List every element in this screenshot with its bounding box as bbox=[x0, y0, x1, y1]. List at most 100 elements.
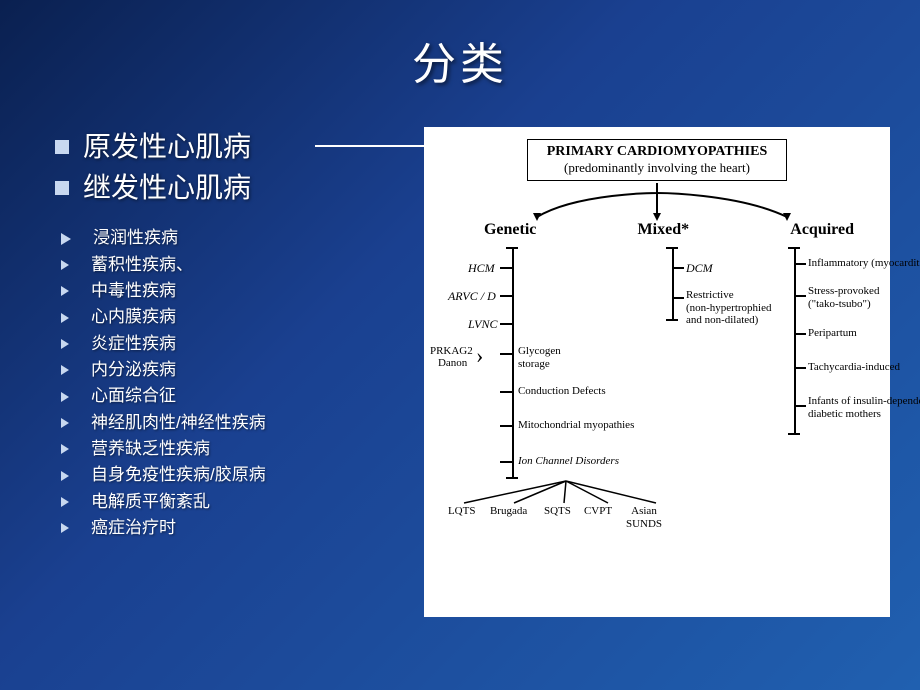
tick bbox=[500, 391, 512, 393]
slide-title: 分类 bbox=[0, 0, 920, 92]
tick bbox=[794, 405, 806, 407]
ion-item: LQTS bbox=[448, 505, 476, 518]
col-header-genetic: Genetic bbox=[484, 221, 536, 239]
tick bbox=[506, 247, 518, 249]
genetic-item: ARVC / D bbox=[448, 289, 496, 304]
diagram-header-sub: (predominantly involving the heart) bbox=[534, 160, 780, 176]
tick bbox=[788, 433, 800, 435]
mixed-bar bbox=[672, 247, 674, 321]
acquired-item: Infants of insulin-dependent diabetic mo… bbox=[808, 395, 920, 420]
tick bbox=[788, 247, 800, 249]
sub-item-label: 内分泌疾病 bbox=[91, 357, 176, 383]
sub-item-label: 心面综合征 bbox=[91, 383, 176, 409]
tick bbox=[666, 319, 678, 321]
acquired-item: Inflammatory (myocarditis) bbox=[808, 257, 920, 270]
arrow-bullet-icon bbox=[61, 444, 69, 454]
ion-title: Ion Channel Disorders bbox=[518, 455, 619, 468]
sub-item: 蓄积性疾病、 bbox=[55, 252, 424, 278]
sub-item: 自身免疫性疾病/胶原病 bbox=[55, 462, 424, 488]
arrow-bullet-icon bbox=[61, 260, 69, 270]
main-item-label: 继发性心肌病 bbox=[83, 168, 251, 207]
left-column: 原发性心肌病 继发性心肌病 浸润性疾病 蓄积性疾病、 中毒性疾病 心内膜疾病 炎… bbox=[55, 127, 424, 617]
arrow-bullet-icon bbox=[61, 313, 69, 323]
arrow-bullet-icon bbox=[61, 497, 69, 507]
column-headers: Genetic Mixed* Acquired bbox=[424, 221, 890, 239]
main-branch-connector bbox=[477, 181, 837, 223]
sub-item-label: 癌症治疗时 bbox=[91, 515, 176, 541]
square-bullet-icon bbox=[55, 140, 69, 154]
genetic-extra: Conduction Defects bbox=[518, 385, 606, 398]
tick bbox=[500, 353, 512, 355]
arrow-bullet-icon bbox=[61, 471, 69, 481]
tick bbox=[672, 297, 684, 299]
diagram-header: PRIMARY CARDIOMYOPATHIES (predominantly … bbox=[527, 139, 787, 181]
sub-item: 神经肌肉性/神经性疾病 bbox=[55, 410, 424, 436]
arrow-bullet-icon bbox=[61, 523, 69, 533]
sub-item-label: 心内膜疾病 bbox=[91, 304, 176, 330]
ion-item: CVPT bbox=[584, 505, 612, 518]
sub-item-label: 蓄积性疾病、 bbox=[91, 252, 193, 278]
sub-item: 电解质平衡紊乱 bbox=[55, 489, 424, 515]
sub-item-label: 自身免疫性疾病/胶原病 bbox=[91, 462, 266, 488]
sub-item: 炎症性疾病 bbox=[55, 331, 424, 357]
acquired-item: Peripartum bbox=[808, 327, 857, 340]
genetic-bar bbox=[512, 247, 514, 479]
sub-item: 心内膜疾病 bbox=[55, 304, 424, 330]
sub-item: 内分泌疾病 bbox=[55, 357, 424, 383]
col-header-acquired: Acquired bbox=[790, 221, 854, 239]
genetic-item: HCM bbox=[468, 261, 495, 276]
ion-item: Asian SUNDS bbox=[626, 505, 662, 530]
main-item-secondary: 继发性心肌病 bbox=[55, 168, 424, 207]
sub-item-label: 炎症性疾病 bbox=[91, 331, 176, 357]
content-area: 原发性心肌病 继发性心肌病 浸润性疾病 蓄积性疾病、 中毒性疾病 心内膜疾病 炎… bbox=[0, 92, 920, 617]
tick bbox=[794, 367, 806, 369]
tick bbox=[500, 295, 512, 297]
main-item-label: 原发性心肌病 bbox=[83, 127, 251, 166]
sub-list: 浸润性疾病 蓄积性疾病、 中毒性疾病 心内膜疾病 炎症性疾病 内分泌疾病 心面综… bbox=[55, 225, 424, 541]
sub-item: 中毒性疾病 bbox=[55, 278, 424, 304]
sub-item-label: 电解质平衡紊乱 bbox=[91, 489, 210, 515]
sub-item: 营养缺乏性疾病 bbox=[55, 436, 424, 462]
brace-icon: › bbox=[476, 343, 483, 369]
tick bbox=[672, 267, 684, 269]
glycogen-left-1: PRKAG2 bbox=[430, 345, 473, 358]
tick bbox=[794, 333, 806, 335]
genetic-item: LVNC bbox=[468, 317, 498, 332]
tick bbox=[794, 295, 806, 297]
glycogen-left-2: Danon bbox=[438, 357, 467, 370]
arrow-bullet-icon bbox=[61, 418, 69, 428]
tick bbox=[794, 263, 806, 265]
sub-item-label: 营养缺乏性疾病 bbox=[91, 436, 210, 462]
col-header-mixed: Mixed* bbox=[638, 221, 690, 239]
mixed-item: Restrictive (non-hypertrophied and non-d… bbox=[686, 289, 772, 327]
sub-item: 浸润性疾病 bbox=[55, 225, 424, 251]
mixed-item: DCM bbox=[686, 261, 713, 276]
acquired-item: Stress-provoked ("tako-tsubo") bbox=[808, 285, 880, 310]
arrow-bullet-icon bbox=[61, 365, 69, 375]
ion-item: SQTS bbox=[544, 505, 571, 518]
genetic-extra: Mitochondrial myopathies bbox=[518, 419, 634, 432]
tick bbox=[500, 323, 512, 325]
arrow-bullet-icon bbox=[61, 339, 69, 349]
arrow-bullet-icon bbox=[61, 233, 71, 245]
tick bbox=[500, 425, 512, 427]
sub-item-label: 神经肌肉性/神经性疾病 bbox=[91, 410, 266, 436]
arrow-bullet-icon bbox=[61, 286, 69, 296]
diagram-panel: PRIMARY CARDIOMYOPATHIES (predominantly … bbox=[424, 127, 890, 617]
main-list: 原发性心肌病 继发性心肌病 bbox=[55, 127, 424, 207]
sub-item-label: 中毒性疾病 bbox=[91, 278, 176, 304]
acquired-item: Tachycardia-induced bbox=[808, 361, 900, 374]
square-bullet-icon bbox=[55, 181, 69, 195]
ion-item: Brugada bbox=[490, 505, 527, 518]
columns-area: HCM ARVC / D LVNC PRKAG2 Danon › Glycoge… bbox=[424, 239, 890, 589]
diagram-header-title: PRIMARY CARDIOMYOPATHIES bbox=[534, 144, 780, 160]
sub-item: 癌症治疗时 bbox=[55, 515, 424, 541]
tick bbox=[666, 247, 678, 249]
sub-item-label: 浸润性疾病 bbox=[93, 225, 178, 251]
ion-fan-connector bbox=[446, 479, 686, 507]
arrow-to-diagram bbox=[315, 145, 435, 147]
tick bbox=[500, 267, 512, 269]
arrow-bullet-icon bbox=[61, 392, 69, 402]
sub-item: 心面综合征 bbox=[55, 383, 424, 409]
tick bbox=[500, 461, 512, 463]
